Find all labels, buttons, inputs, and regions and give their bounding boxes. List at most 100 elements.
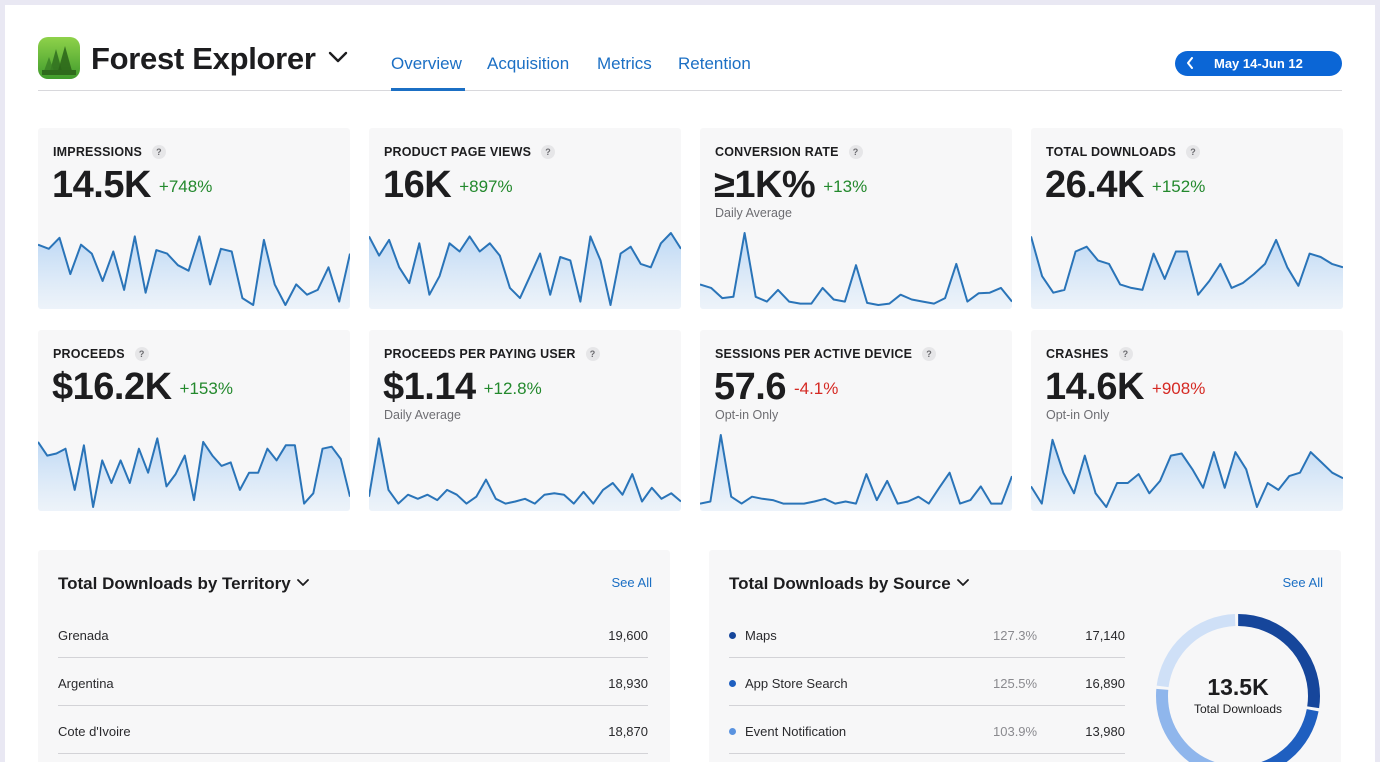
metric-change: +748% xyxy=(158,177,213,196)
metric-change: +13% xyxy=(823,177,868,196)
metric-card-impressions[interactable]: IMPRESSIONS? 14.5K +748% xyxy=(38,128,350,309)
metric-label-wrap: PROCEEDS? xyxy=(53,347,149,361)
sparkline-total-downloads xyxy=(1031,236,1343,309)
metric-label-wrap: SESSIONS PER ACTIVE DEVICE? xyxy=(715,347,937,361)
see-all-link[interactable]: See All xyxy=(1282,575,1323,590)
metric-change: +153% xyxy=(179,379,233,398)
metric-change: +12.8% xyxy=(483,379,542,398)
sparkline-proceeds xyxy=(38,437,350,511)
metric-label-wrap: TOTAL DOWNLOADS? xyxy=(1046,145,1201,159)
metric-card-proceeds[interactable]: PROCEEDS? $16.2K +153% xyxy=(38,330,350,511)
territory-panel-title: Total Downloads by Territory xyxy=(58,574,291,593)
date-range-label: May 14-Jun 12 xyxy=(1214,56,1303,71)
territory-panel: Total Downloads by Territory See All Gre… xyxy=(38,550,670,762)
table-row[interactable]: App Store Search 125.5% 16,890 xyxy=(729,658,1125,706)
metric-value-wrap: 26.4K +152% xyxy=(1045,164,1205,207)
metric-label: TOTAL DOWNLOADS xyxy=(1046,145,1177,159)
sparkline-sessions-per-active-device xyxy=(700,434,1012,511)
metric-card-product-page-views[interactable]: PRODUCT PAGE VIEWS? 16K +897% xyxy=(369,128,681,309)
sparkline-proceeds-per-paying-user xyxy=(369,437,681,511)
table-row[interactable]: Cote d'Ivoire 18,870 xyxy=(58,706,648,754)
dashboard: Forest Explorer Overview Acquisition Met… xyxy=(5,5,1375,762)
sparkline-line xyxy=(38,437,350,508)
metric-change: +908% xyxy=(1151,379,1206,398)
metric-value: 14.6K xyxy=(1045,366,1144,408)
help-icon[interactable]: ? xyxy=(134,347,149,361)
sparkline-area xyxy=(1031,236,1343,309)
metric-card-conversion-rate[interactable]: CONVERSION RATE? ≥1K% +13% Daily Average xyxy=(700,128,1012,309)
territory-value: 18,930 xyxy=(608,676,648,691)
chevron-left-icon[interactable] xyxy=(1186,57,1194,72)
territory-name: Cote d'Ivoire xyxy=(58,724,131,739)
downloads-donut-chart xyxy=(1156,614,1320,762)
metric-label: SESSIONS PER ACTIVE DEVICE xyxy=(715,347,913,361)
sparkline-area xyxy=(369,233,681,309)
metric-subtitle: Opt-in Only xyxy=(1046,408,1110,422)
table-row[interactable]: Maps 127.3% 17,140 xyxy=(729,610,1125,658)
sparkline-area xyxy=(38,438,350,511)
metric-label: CRASHES xyxy=(1046,347,1109,361)
sparkline-product-page-views xyxy=(369,232,681,309)
help-icon[interactable]: ? xyxy=(1186,145,1201,159)
metric-value-wrap: $1.14 +12.8% xyxy=(383,366,542,409)
metric-label-wrap: IMPRESSIONS? xyxy=(53,145,167,159)
panel-title-wrap[interactable]: Total Downloads by Territory xyxy=(58,572,309,594)
metric-subtitle: Opt-in Only xyxy=(715,408,779,422)
territory-name: Argentina xyxy=(58,676,114,691)
metric-subtitle: Daily Average xyxy=(384,408,461,422)
see-all-link[interactable]: See All xyxy=(611,575,652,590)
metric-label-wrap: CONVERSION RATE? xyxy=(715,145,863,159)
sparkline-conversion-rate xyxy=(700,232,1012,309)
metric-label: PROCEEDS PER PAYING USER xyxy=(384,347,576,361)
sparkline-area xyxy=(1031,439,1343,511)
metric-label-wrap: CRASHES? xyxy=(1046,347,1133,361)
help-icon[interactable]: ? xyxy=(1118,347,1133,361)
chevron-down-icon[interactable] xyxy=(296,572,309,592)
help-icon[interactable]: ? xyxy=(541,145,556,159)
date-range-button[interactable]: May 14-Jun 12 xyxy=(1175,51,1342,76)
metric-value-wrap: 57.6 -4.1% xyxy=(714,366,838,409)
sparkline-area xyxy=(38,236,350,309)
territory-value: 18,870 xyxy=(608,724,648,739)
metric-card-crashes[interactable]: CRASHES? 14.6K +908% Opt-in Only xyxy=(1031,330,1343,511)
sparkline-crashes xyxy=(1031,438,1343,511)
sparkline-line xyxy=(700,434,1012,505)
metric-value-wrap: $16.2K +153% xyxy=(52,366,233,409)
metric-change: +897% xyxy=(459,177,513,196)
tab-acquisition[interactable]: Acquisition xyxy=(487,54,570,73)
territory-value: 19,600 xyxy=(608,628,648,643)
chevron-down-icon[interactable] xyxy=(328,50,348,69)
source-pct: 125.5% xyxy=(993,676,1038,691)
metric-card-proceeds-per-paying-user[interactable]: PROCEEDS PER PAYING USER? $1.14 +12.8% Da… xyxy=(369,330,681,511)
chevron-down-icon[interactable] xyxy=(956,572,969,592)
table-row[interactable]: Event Notification 103.9% 13,980 xyxy=(729,706,1125,754)
source-name: App Store Search xyxy=(745,676,848,691)
series-dot xyxy=(729,728,736,735)
metric-card-sessions-per-active-device[interactable]: SESSIONS PER ACTIVE DEVICE? 57.6 -4.1% Op… xyxy=(700,330,1012,511)
table-row[interactable]: Argentina 18,930 xyxy=(58,658,648,706)
tab-overview[interactable]: Overview xyxy=(391,54,462,73)
source-panel: Total Downloads by Source See All Maps 1… xyxy=(709,550,1341,762)
metric-label: PROCEEDS xyxy=(53,347,125,361)
sparkline-line xyxy=(700,232,1012,306)
source-pct: 103.9% xyxy=(993,724,1038,739)
donut-segment xyxy=(1156,614,1320,762)
source-pct: 127.3% xyxy=(993,628,1038,643)
metric-card-total-downloads[interactable]: TOTAL DOWNLOADS? 26.4K +152% xyxy=(1031,128,1343,309)
panel-title-wrap[interactable]: Total Downloads by Source xyxy=(729,572,969,594)
metric-value: 16K xyxy=(383,164,452,206)
tab-metrics[interactable]: Metrics xyxy=(597,54,652,73)
table-row[interactable]: Grenada 19,600 xyxy=(58,610,648,658)
tab-retention[interactable]: Retention xyxy=(678,54,751,73)
help-icon[interactable]: ? xyxy=(152,145,167,159)
help-icon[interactable]: ? xyxy=(848,145,863,159)
source-name: Maps xyxy=(745,628,777,643)
help-icon[interactable]: ? xyxy=(585,347,600,361)
donut-total-label: Total Downloads xyxy=(1193,702,1283,716)
sparkline-line xyxy=(369,437,681,505)
help-icon[interactable]: ? xyxy=(922,347,937,361)
metric-label-wrap: PROCEEDS PER PAYING USER? xyxy=(384,347,600,361)
sparkline-impressions xyxy=(38,235,350,309)
source-value: 17,140 xyxy=(1085,628,1125,643)
active-tab-indicator xyxy=(391,88,465,91)
